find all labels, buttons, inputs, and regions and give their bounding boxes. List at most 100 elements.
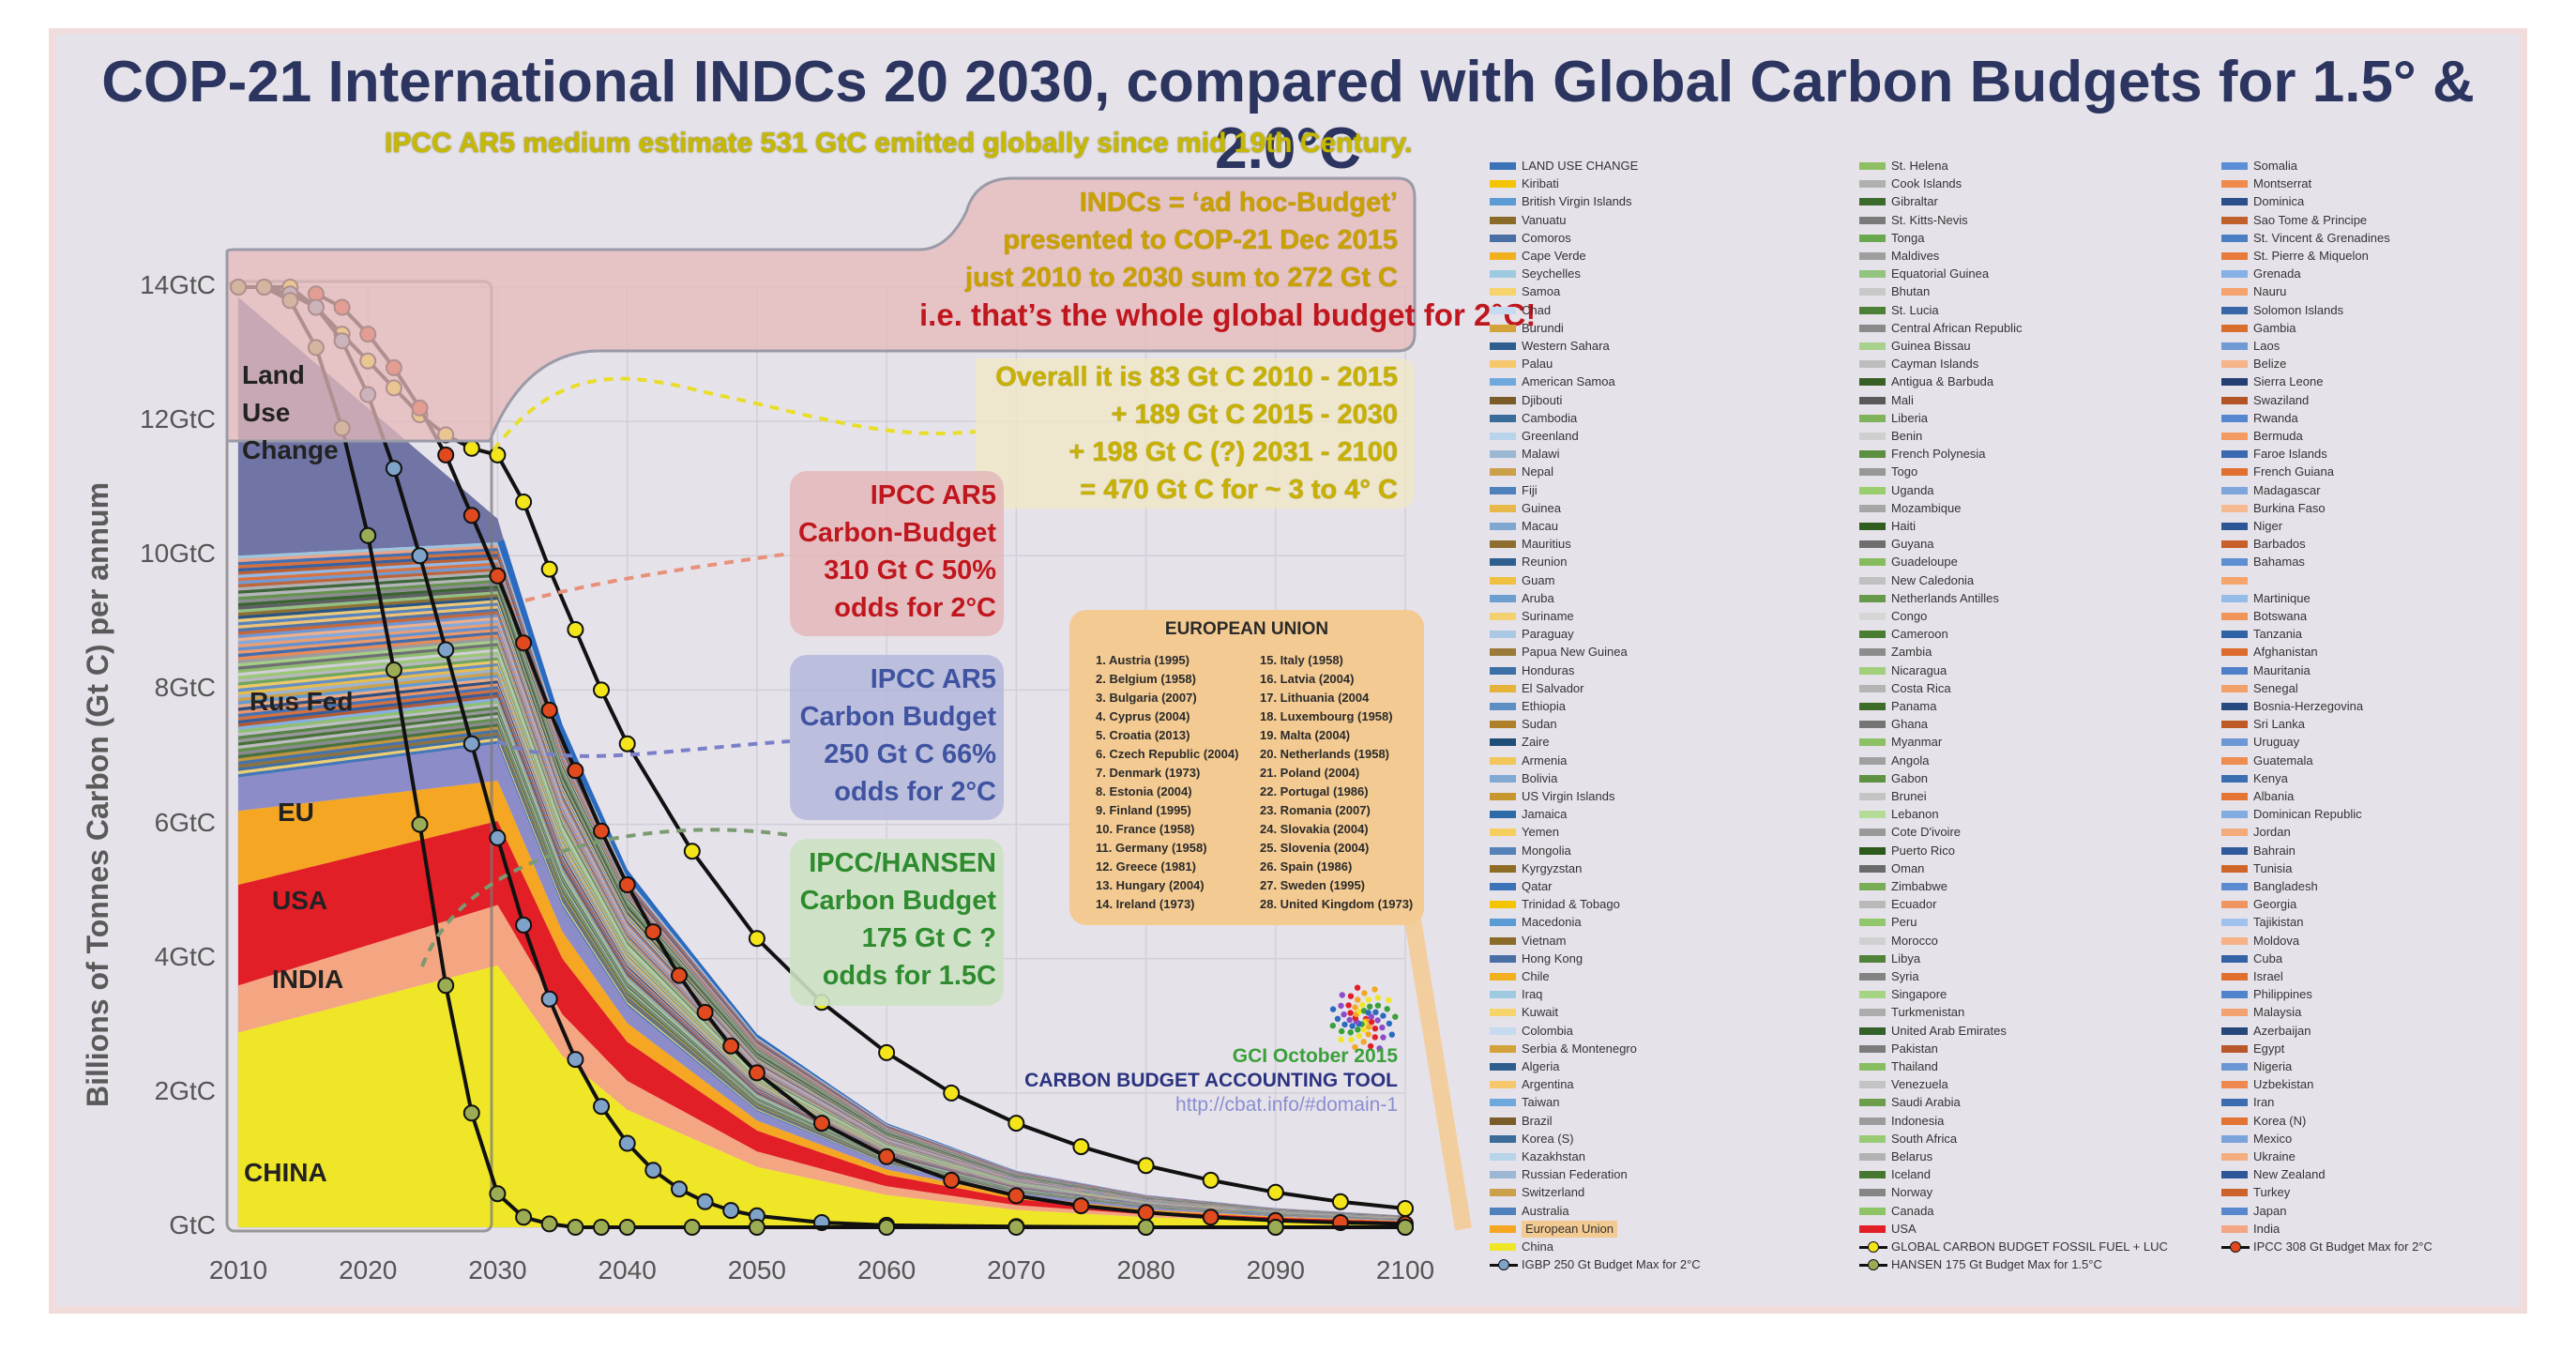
logo-dot <box>1374 1017 1381 1024</box>
legend-label: Swaziland <box>2253 392 2310 407</box>
logo-dot <box>1376 1045 1383 1052</box>
line-point <box>683 843 701 860</box>
ar5-66-line-2: Carbon Budget <box>799 702 996 732</box>
legend-swatch <box>1859 1044 1886 1053</box>
legend-swatch <box>1859 954 1886 963</box>
legend-label: Cambodia <box>1522 410 1578 425</box>
legend-swatch <box>2221 901 2248 909</box>
hansen-line-2: Carbon Budget <box>799 886 996 916</box>
legend-label: St. Kitts-Nevis <box>1891 212 1968 227</box>
legend-swatch <box>1859 1081 1886 1089</box>
logo-dot <box>1356 1008 1363 1015</box>
line-point <box>618 876 636 893</box>
line-point <box>462 735 480 753</box>
legend-swatch <box>1859 1117 1886 1125</box>
legend-label: USA <box>1891 1221 1917 1236</box>
line-point <box>567 1219 584 1236</box>
legend-swatch <box>1859 721 1886 729</box>
eu-member: 4. Cyprus (2004) <box>1096 709 1190 723</box>
legend-label: Dominica <box>2253 194 2305 209</box>
legend-swatch <box>1859 342 1886 350</box>
legend-swatch <box>2221 540 2248 549</box>
eu-connector <box>1404 918 1472 1231</box>
legend-label: Norway <box>1891 1185 1933 1200</box>
logo-dot <box>1367 1003 1373 1011</box>
legend-label: Morocco <box>1891 933 1938 948</box>
legend-swatch <box>1859 396 1886 404</box>
legend-swatch <box>1490 793 1516 800</box>
legend-swatch <box>1859 576 1886 585</box>
legend-swatch <box>1490 342 1516 350</box>
legend-label: Bosnia-Herzegovina <box>2253 699 2364 713</box>
legend-label: Ghana <box>1891 717 1929 732</box>
legend-label: French Polynesia <box>1891 447 1986 462</box>
logo-dot <box>1384 1006 1390 1012</box>
logo-dot <box>1366 1024 1372 1030</box>
line-point <box>489 446 507 464</box>
legend-label: Saudi Arabia <box>1891 1095 1961 1110</box>
legend-label: St. Lucia <box>1891 302 1939 317</box>
ar5-66-line-3: 250 Gt C 66% <box>824 739 996 769</box>
line-point <box>943 1171 961 1189</box>
country-band <box>238 545 1405 1216</box>
eu-member: 12. Greece (1981) <box>1096 859 1196 874</box>
line-point <box>878 1043 896 1061</box>
eu-member: 6. Czech Republic (2004) <box>1096 747 1239 761</box>
legend-swatch <box>1490 829 1516 837</box>
line-point <box>489 567 507 585</box>
line-point <box>1137 1219 1155 1236</box>
legend-label: Vietnam <box>1522 933 1567 948</box>
eu-member: 1. Austria (1995) <box>1096 653 1190 667</box>
legend-swatch <box>1859 180 1886 189</box>
legend-swatch <box>2221 1099 2248 1107</box>
line-point <box>722 1202 740 1220</box>
legend-swatch <box>1859 433 1886 440</box>
line-point <box>644 1162 662 1179</box>
logo-dot <box>1358 1001 1366 1009</box>
line-point <box>722 1037 740 1055</box>
legend-label: Sudan <box>1522 717 1557 732</box>
ar5-50-line-2: Carbon-Budget <box>797 518 996 548</box>
legend-label: Mali <box>1891 392 1914 407</box>
legend-swatch <box>1490 252 1516 260</box>
legend-label: Liberia <box>1891 410 1929 425</box>
legend-swatch <box>2221 829 2248 837</box>
eu-member: 15. Italy (1958) <box>1260 653 1343 667</box>
legend-label: Greenland <box>1522 429 1579 443</box>
eu-member: 20. Netherlands (1958) <box>1260 747 1390 761</box>
legend-label: LAND USE CHANGE <box>1522 159 1639 173</box>
line-point <box>411 815 429 833</box>
legend-swatch <box>1859 162 1886 170</box>
x-tick-label: 2010 <box>208 1255 268 1285</box>
legend-label: Russian Federation <box>1522 1167 1628 1182</box>
y-tick-label: 6GtC <box>154 807 216 837</box>
legend-label: Ukraine <box>2253 1149 2296 1163</box>
overall-annotation: Overall it is 83 Gt C 2010 - 2015 + 189 … <box>919 358 1398 509</box>
x-tick-label: 2080 <box>1116 1255 1175 1285</box>
legend-label: Costa Rica <box>1891 680 1951 695</box>
legend-swatch <box>2221 883 2248 890</box>
legend-label: European Union <box>1522 1220 1617 1238</box>
legend-label: Jordan <box>2253 825 2291 840</box>
legend-label: Ethiopia <box>1522 699 1566 713</box>
logo-dot <box>1339 1027 1345 1035</box>
line-point <box>489 829 507 846</box>
legend-label: Zimbabwe <box>1891 879 1947 893</box>
indc-line-2: presented to COP-21 Dec 2015 <box>1003 225 1398 255</box>
hansen-connector <box>420 828 791 967</box>
legend-swatch <box>1490 846 1516 855</box>
legend-swatch <box>2221 1009 2248 1017</box>
legend-label: Malaysia <box>2253 1005 2302 1020</box>
logo-dot <box>1329 1022 1337 1029</box>
line-point <box>748 930 765 948</box>
legend-label: Uruguay <box>2253 735 2300 750</box>
legend-label: Dominican Republic <box>2253 807 2362 822</box>
legend-swatch <box>2221 1153 2248 1161</box>
legend-swatch <box>1859 1171 1886 1179</box>
logo-dot <box>1341 1011 1347 1018</box>
line-point <box>593 1098 610 1116</box>
logo-dot <box>1355 1026 1361 1033</box>
x-tick-label: 2040 <box>598 1255 657 1285</box>
legend-swatch <box>2221 450 2248 459</box>
logo-dot <box>1371 1026 1379 1032</box>
